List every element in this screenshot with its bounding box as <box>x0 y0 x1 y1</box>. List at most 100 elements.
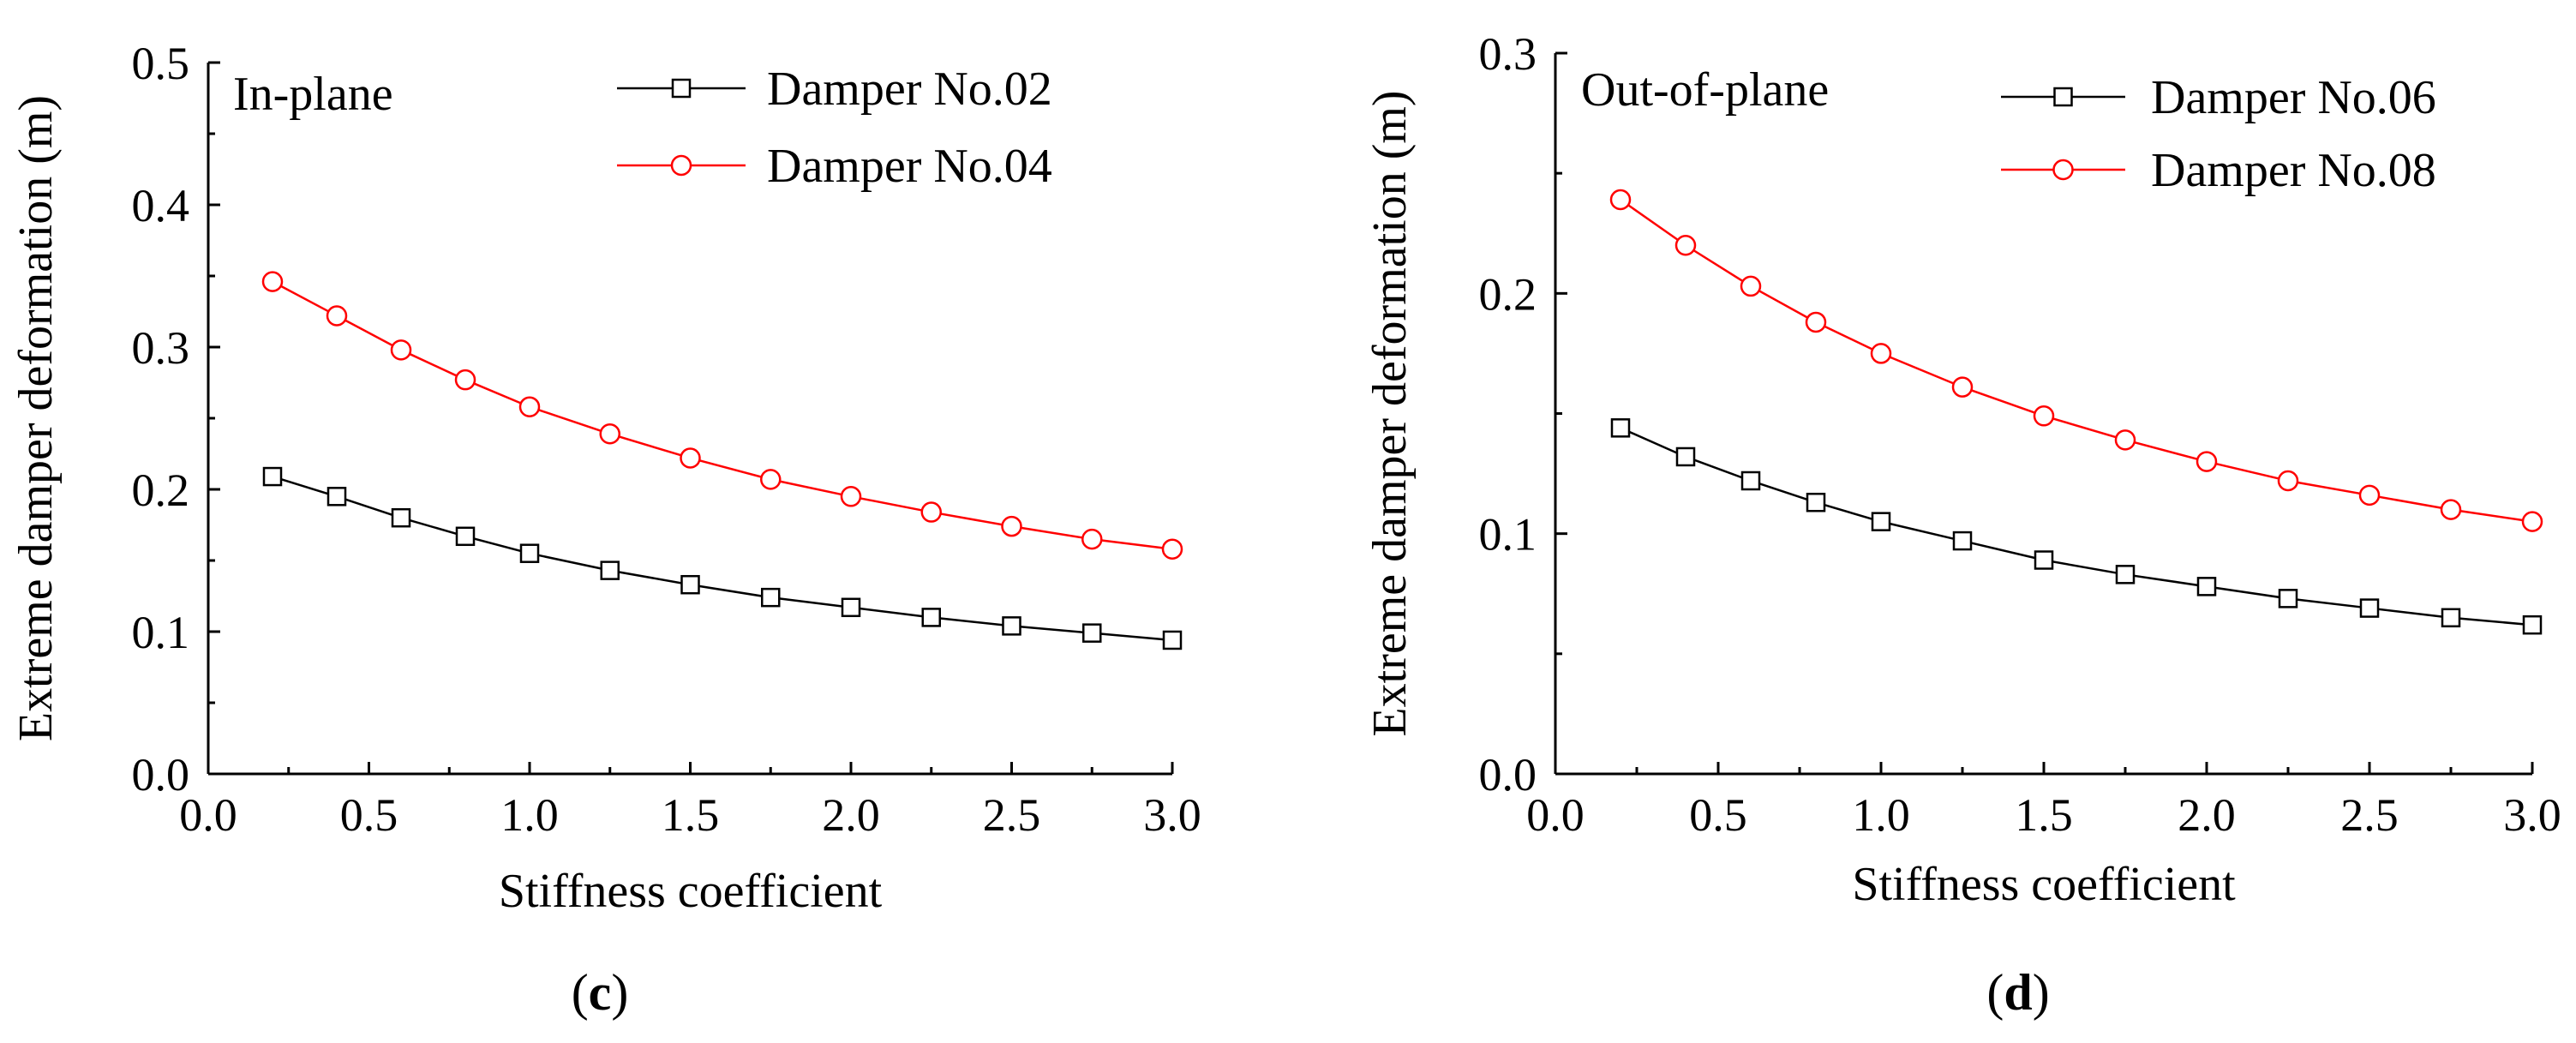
data-point <box>2358 484 2381 507</box>
y-tick-label: 0.1 <box>132 607 190 658</box>
data-point <box>1740 275 1762 297</box>
data-point <box>2114 429 2136 451</box>
panel-annotation: Out-of-plane <box>1581 63 1829 117</box>
x-tick-label: 1.0 <box>1852 789 1910 841</box>
legend-entry: Damper No.02 <box>617 63 1052 116</box>
data-point <box>600 560 620 580</box>
data-point <box>1870 343 1892 364</box>
x-tick-label: 0.0 <box>179 789 237 841</box>
data-point <box>2278 589 2298 608</box>
data-point <box>841 597 861 618</box>
data-point <box>261 271 284 292</box>
legend-label: Damper No.06 <box>2151 71 2436 124</box>
x-tick-label: 2.0 <box>822 789 880 841</box>
data-point <box>1002 616 1021 636</box>
data-point <box>1674 235 1697 256</box>
y-tick-label: 0.3 <box>1479 28 1537 80</box>
series-damper-no-04 <box>261 271 1183 560</box>
x-tick-label: 0.5 <box>340 789 398 841</box>
panel-label: (c) <box>572 964 629 1021</box>
series-damper-no-08 <box>1609 189 2543 532</box>
data-point <box>1805 311 1827 333</box>
data-point <box>391 507 411 528</box>
x-tick-label: 1.5 <box>662 789 720 841</box>
y-tick-label: 0.3 <box>132 322 190 374</box>
legend-label: Damper No.04 <box>767 140 1052 193</box>
data-point <box>454 369 476 391</box>
data-point <box>519 543 540 563</box>
data-point <box>761 587 781 608</box>
y-tick-label: 0.4 <box>132 180 190 231</box>
y-tick-label: 0.0 <box>1479 749 1537 800</box>
x-tick-label: 1.0 <box>500 789 559 841</box>
data-point <box>455 526 476 547</box>
data-point <box>2441 608 2461 628</box>
data-point <box>599 423 620 445</box>
panel-label-letter: c <box>589 964 612 1021</box>
data-point <box>1952 530 1973 551</box>
data-point <box>1081 528 1103 550</box>
data-point <box>2521 511 2543 532</box>
series-line <box>1620 427 2533 626</box>
y-tick-label: 0.2 <box>1479 268 1537 320</box>
panel-label-close-paren: ) <box>611 964 628 1021</box>
data-point <box>840 486 862 507</box>
legend-entry: Damper No.06 <box>2001 71 2436 124</box>
legend-label: Damper No.02 <box>767 63 1052 116</box>
data-point <box>326 305 348 327</box>
x-tick-label: 0.5 <box>1689 789 1747 841</box>
data-point <box>1609 189 1632 211</box>
data-point <box>1610 418 1631 438</box>
x-tick-label: 3.0 <box>2503 789 2561 841</box>
x-tick-label: 0.0 <box>1526 789 1585 841</box>
y-tick-label: 0.5 <box>132 38 190 89</box>
panel-label-open-paren: ( <box>1986 964 2004 1021</box>
data-point <box>920 501 942 523</box>
data-point <box>1161 538 1183 560</box>
data-point <box>2115 565 2136 584</box>
legend-label: Damper No.08 <box>2151 144 2436 197</box>
data-point <box>2033 405 2055 427</box>
series-damper-no-06 <box>1610 418 2543 635</box>
data-point <box>1740 471 1761 491</box>
panel-label: (d) <box>1986 964 2049 1021</box>
panel-annotation: In-plane <box>233 68 393 121</box>
data-point <box>2196 451 2218 472</box>
x-tick-label: 3.0 <box>1143 789 1201 841</box>
data-point <box>680 447 701 469</box>
y-axis-label: Extreme damper deformation (m) <box>1363 90 1417 736</box>
data-point <box>1871 512 1891 531</box>
data-point <box>1001 515 1022 537</box>
data-point <box>1675 447 1696 467</box>
legend-entry: Damper No.04 <box>617 140 1052 193</box>
data-point <box>1082 623 1102 643</box>
data-point <box>1951 376 1974 398</box>
data-point <box>1806 492 1826 513</box>
data-point <box>760 469 782 490</box>
legend-marker <box>2052 159 2074 181</box>
legend-marker <box>671 78 692 99</box>
series-damper-no-02 <box>262 466 1183 650</box>
x-axis-label: Stiffness coefficient <box>499 865 883 918</box>
legend-entry: Damper No.08 <box>2001 144 2436 197</box>
x-tick-label: 2.5 <box>2340 789 2399 841</box>
x-tick-label: 2.5 <box>983 789 1041 841</box>
legend-marker <box>2053 87 2073 107</box>
x-axis-label: Stiffness coefficient <box>1852 858 2236 911</box>
data-point <box>2522 614 2543 635</box>
data-point <box>2196 577 2217 596</box>
series-line <box>272 475 1173 642</box>
data-point <box>518 396 541 417</box>
chart-panel-d: 0.0 0.5 1.0 1.5 2.0 2.5 3.0 0.0 0.1 0.2 0.3 Stiffne… <box>1363 28 2561 1021</box>
panel-label-letter: d <box>2004 964 2032 1021</box>
data-point <box>1162 630 1183 650</box>
y-axis-label: Extreme damper deformation (m) <box>9 95 63 741</box>
x-tick-label: 1.5 <box>2015 789 2073 841</box>
data-point <box>921 608 941 627</box>
y-tick-label: 0.2 <box>132 465 190 516</box>
data-point <box>2277 470 2299 492</box>
data-point <box>390 339 412 361</box>
x-tick-label: 2.0 <box>2178 789 2236 841</box>
data-point <box>2359 598 2380 618</box>
